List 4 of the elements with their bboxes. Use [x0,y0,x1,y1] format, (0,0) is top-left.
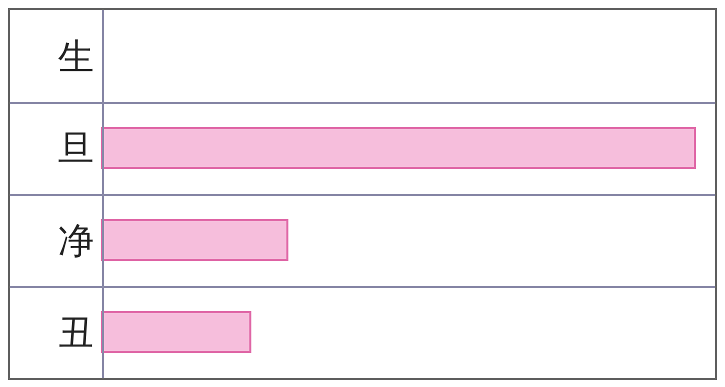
y-tick-label: 旦 [58,128,94,170]
y-tick-label: 净 [58,220,94,262]
y-tick-label: 丑 [58,312,94,354]
y-tick-label: 生 [58,36,94,78]
